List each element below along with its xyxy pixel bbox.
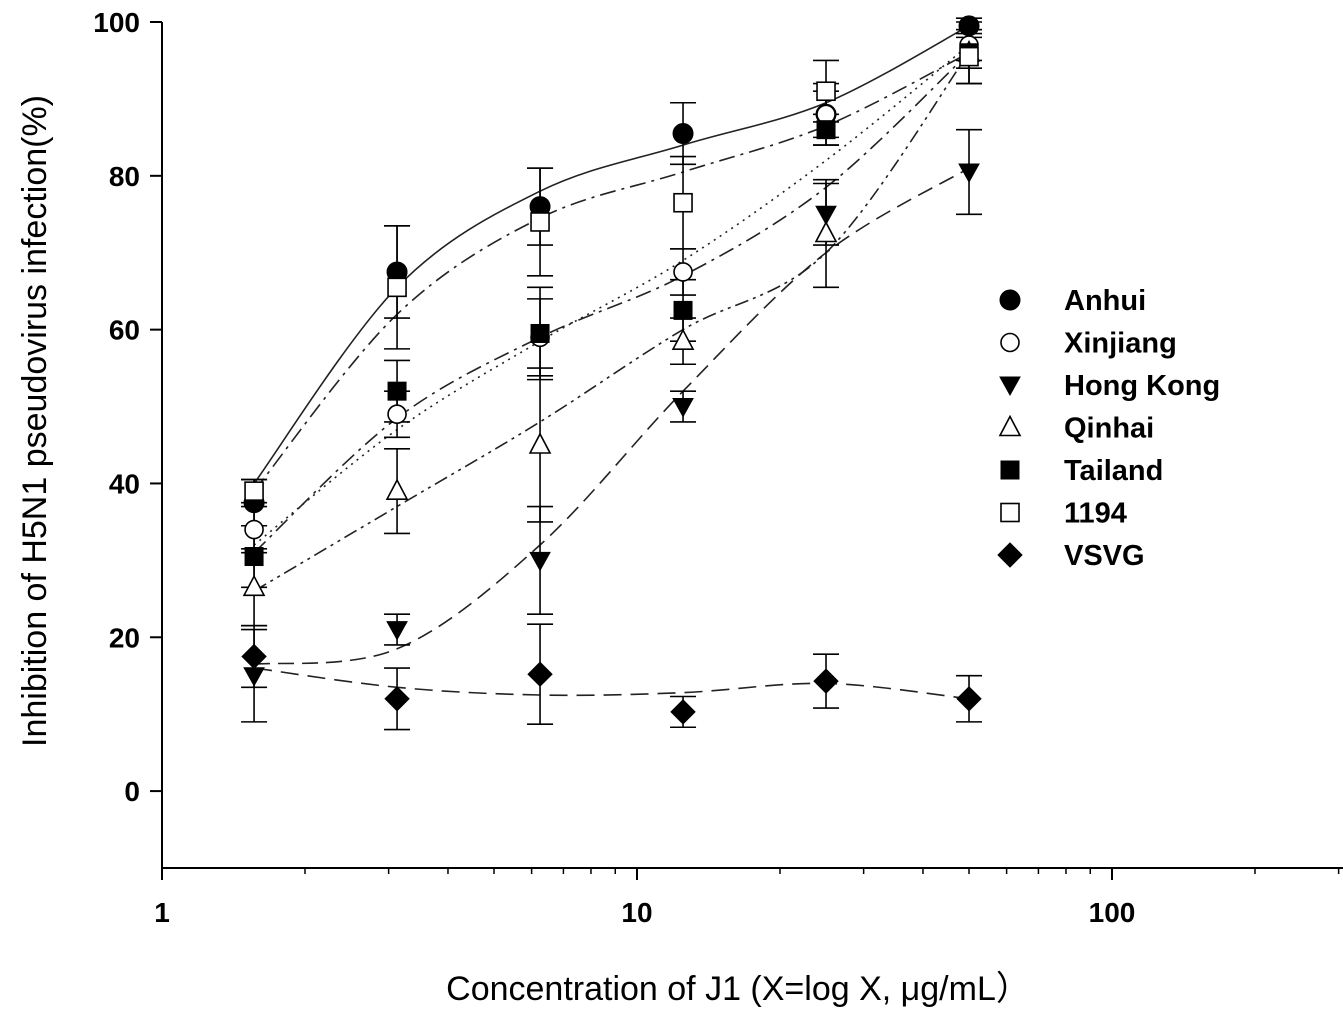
data-point-tailand <box>816 120 836 140</box>
x-tick-label-100: 100 <box>1089 897 1136 928</box>
data-point-qinhai <box>528 432 552 454</box>
data-point-hong-kong <box>529 551 551 572</box>
fit-curves <box>253 25 970 700</box>
x-tick-label-10: 10 <box>621 897 652 928</box>
data-point-xinjiang <box>673 262 693 282</box>
data-point-1194 <box>244 481 264 501</box>
y-tick-label-80: 80 <box>109 161 140 192</box>
data-point-vsvg <box>527 661 553 687</box>
fit-curve-tailand <box>253 52 970 554</box>
data-point-xinjiang <box>387 404 407 425</box>
data-point-anhui <box>958 15 980 37</box>
data-point-tailand <box>387 381 407 401</box>
legend-label-hong-kong: Hong Kong <box>1064 370 1220 402</box>
data-point-hong-kong <box>243 667 265 687</box>
data-point-qinhai <box>814 220 838 243</box>
data-point-vsvg <box>813 668 839 694</box>
legend-label-vsvg: VSVG <box>1064 540 1145 572</box>
data-point-tailand <box>244 547 264 567</box>
y-axis-title: Inhibition of H5N1 pseudovirus infection… <box>16 95 54 747</box>
data-point-qinhai <box>671 328 695 350</box>
legend-label-qinhai: Qinhai <box>1064 413 1154 445</box>
data-point-vsvg <box>241 643 267 670</box>
data-point-1194 <box>816 81 836 102</box>
legend-marker-qinhai <box>998 414 1022 437</box>
data-point-anhui <box>672 123 694 145</box>
legend-marker-xinjiang <box>1000 332 1020 353</box>
legend-marker-tailand <box>1000 460 1020 480</box>
data-point-hong-kong <box>672 398 694 418</box>
fit-curve-1194 <box>253 52 970 492</box>
fit-curve-hong-kong <box>254 167 970 665</box>
legend-label-xinjiang: Xinjiang <box>1064 328 1177 360</box>
ticks: 0 20 40 60 80 100 1 10 100 <box>93 7 1340 928</box>
data-markers <box>241 15 982 725</box>
legend-label-1194: 1194 <box>1064 498 1127 530</box>
legend-marker-hong-kong <box>999 376 1021 397</box>
data-point-vsvg <box>384 686 410 712</box>
legend-label-tailand: Tailand <box>1064 455 1163 487</box>
data-point-1194 <box>387 277 407 298</box>
data-point-1194 <box>959 46 979 67</box>
data-point-hong-kong <box>815 205 837 226</box>
x-tick-label-1: 1 <box>154 897 170 928</box>
legend-marker-1194 <box>1000 502 1020 523</box>
x-axis-title: Concentration of J1 (X=log X, μg/mL） <box>446 970 1030 1008</box>
data-point-1194 <box>673 192 693 213</box>
data-point-vsvg <box>956 686 982 712</box>
data-point-xinjiang <box>244 519 264 540</box>
legend-label-anhui: Anhui <box>1064 285 1146 317</box>
data-point-1194 <box>530 212 550 232</box>
legend-marker-anhui <box>999 289 1021 311</box>
y-tick-label-20: 20 <box>109 622 140 653</box>
legend-marker-vsvg <box>997 542 1023 568</box>
fit-curve-anhui <box>253 25 970 484</box>
axes <box>161 22 1343 869</box>
y-tick-label-40: 40 <box>109 468 140 499</box>
data-point-tailand <box>530 323 550 343</box>
fit-curve-xinjiang <box>253 44 970 546</box>
fit-curve-qinhai <box>253 52 970 592</box>
data-point-tailand <box>673 300 693 320</box>
data-point-qinhai <box>242 574 266 597</box>
data-point-hong-kong <box>958 163 980 184</box>
data-point-qinhai <box>385 478 409 500</box>
error-bars <box>241 17 983 731</box>
y-tick-label-0: 0 <box>124 776 140 807</box>
legend: Anhui Xinjiang Hong Kong Qinhai Tailand 1194 V… <box>997 285 1220 572</box>
data-point-vsvg <box>670 699 696 725</box>
data-point-hong-kong <box>386 621 408 641</box>
y-tick-label-60: 60 <box>109 315 140 346</box>
fit-curve-vsvg <box>253 667 970 700</box>
y-tick-label-100: 100 <box>93 7 140 38</box>
